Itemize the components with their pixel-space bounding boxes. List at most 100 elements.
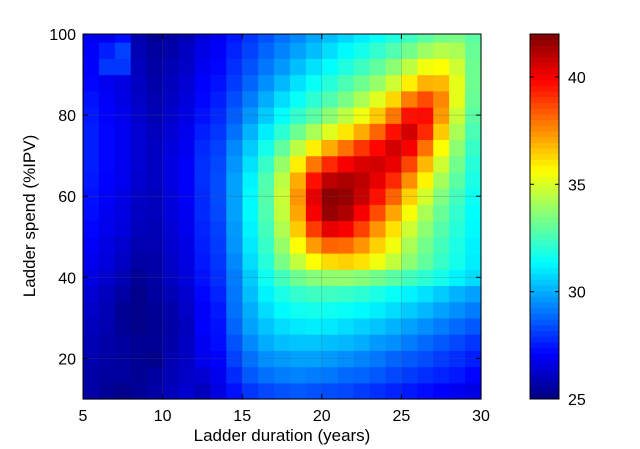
- heatmap-cell: [289, 42, 307, 59]
- heatmap-cell: [274, 139, 291, 157]
- heatmap-cell: [226, 269, 243, 287]
- heatmap-cell: [178, 269, 196, 287]
- heatmap-cell: [337, 317, 355, 335]
- heatmap-cell: [401, 317, 418, 335]
- heatmap-cell: [449, 204, 466, 222]
- heatmap-cell: [305, 301, 323, 319]
- heatmap-cell: [98, 253, 116, 270]
- heatmap-cell: [449, 253, 466, 270]
- heatmap-cell: [194, 58, 211, 76]
- heatmap-cell: [274, 90, 291, 108]
- heatmap-cell: [274, 188, 291, 205]
- heatmap-cell: [162, 334, 180, 351]
- colorbar-step: [530, 256, 559, 263]
- heatmap-cell: [130, 301, 148, 319]
- heatmap-cell: [274, 382, 291, 400]
- heatmap-cell: [321, 204, 339, 222]
- heatmap-cell: [130, 269, 148, 287]
- colorbar-step: [530, 227, 559, 235]
- heatmap-cell: [385, 188, 402, 205]
- heatmap-cell: [465, 317, 482, 335]
- heatmap-cell: [417, 269, 434, 287]
- heatmap-cell: [114, 204, 132, 222]
- heatmap-cell: [449, 350, 466, 368]
- heatmap-cell: [130, 253, 148, 270]
- heatmap-cell: [289, 90, 307, 108]
- heatmap-cell: [449, 58, 466, 76]
- heatmap-cell: [162, 42, 180, 59]
- colorbar-step: [530, 273, 559, 280]
- heatmap-cell: [337, 334, 355, 351]
- heatmap-cell: [114, 42, 132, 59]
- heatmap-cell: [321, 171, 339, 189]
- heatmap-cell: [274, 107, 291, 124]
- heatmap-cell: [385, 58, 402, 76]
- heatmap-cell: [369, 236, 387, 254]
- colorbar-tick-label: 25: [568, 392, 586, 409]
- heatmap-cell: [194, 301, 211, 319]
- heatmap-cell: [98, 34, 116, 43]
- y-axis-ticks: 20 40 60 80 100: [49, 27, 481, 368]
- heatmap-cell: [385, 366, 402, 384]
- heatmap-cell: [289, 204, 307, 222]
- heatmap-cell: [274, 204, 291, 222]
- heatmap-cell: [321, 285, 339, 303]
- heatmap-cell: [130, 350, 148, 368]
- colorbar-step: [530, 307, 559, 314]
- heatmap-cell: [353, 34, 371, 43]
- heatmap-cell: [337, 285, 355, 303]
- heatmap-cell: [98, 155, 116, 173]
- heatmap-cell: [417, 253, 434, 270]
- heatmap-cell: [210, 90, 227, 108]
- heatmap-cell: [433, 269, 450, 287]
- heatmap-cell: [130, 366, 148, 384]
- colorbar-step: [530, 393, 559, 400]
- heatmap-cell: [401, 90, 418, 108]
- heatmap-cell: [258, 42, 275, 59]
- heatmap-cell: [337, 74, 355, 92]
- heatmap-cell: [83, 220, 100, 238]
- plot-frame: [82, 33, 482, 400]
- colorbar-step: [530, 199, 559, 206]
- heatmap-cell: [258, 220, 275, 238]
- heatmap-cell: [337, 90, 355, 108]
- heatmap-cell: [337, 34, 355, 43]
- heatmap-cell: [417, 107, 434, 124]
- heatmap-cell: [258, 188, 275, 205]
- heatmap-cell: [178, 139, 196, 157]
- heatmap-cell: [337, 220, 355, 238]
- heatmap-cell: [98, 107, 116, 124]
- heatmap-cell: [274, 42, 291, 59]
- heatmap-cell: [401, 171, 418, 189]
- heatmap-cell: [226, 334, 243, 351]
- heatmap-cell: [242, 301, 259, 319]
- heatmap-cell: [146, 58, 164, 76]
- heatmap-cell: [353, 350, 371, 368]
- heatmap-cell: [369, 269, 387, 287]
- heatmap-cell: [226, 123, 243, 141]
- heatmap-cell: [465, 366, 482, 384]
- heatmap-cell: [401, 107, 418, 124]
- heatmap-cell: [242, 317, 259, 335]
- heatmap-cell: [98, 382, 116, 400]
- heatmap-cell: [130, 204, 148, 222]
- heatmap-cell: [417, 317, 434, 335]
- heatmap-cell: [274, 34, 291, 43]
- heatmap-cell: [258, 253, 275, 270]
- heatmap-cell: [353, 382, 371, 400]
- heatmap-cell: [289, 220, 307, 238]
- heatmap-cell: [178, 58, 196, 76]
- heatmap-cell: [465, 220, 482, 238]
- heatmap-cell: [385, 317, 402, 335]
- heatmap-cell: [194, 155, 211, 173]
- heatmap-cell: [146, 269, 164, 287]
- heatmap-cell: [98, 139, 116, 157]
- heatmap-cell: [178, 74, 196, 92]
- heatmap-cell: [194, 317, 211, 335]
- heatmap-cell: [465, 204, 482, 222]
- heatmap-cell: [289, 34, 307, 43]
- heatmap-cell: [210, 42, 227, 59]
- y-tick-label: 40: [58, 270, 76, 287]
- heatmap-cell: [146, 155, 164, 173]
- heatmap-cell: [449, 285, 466, 303]
